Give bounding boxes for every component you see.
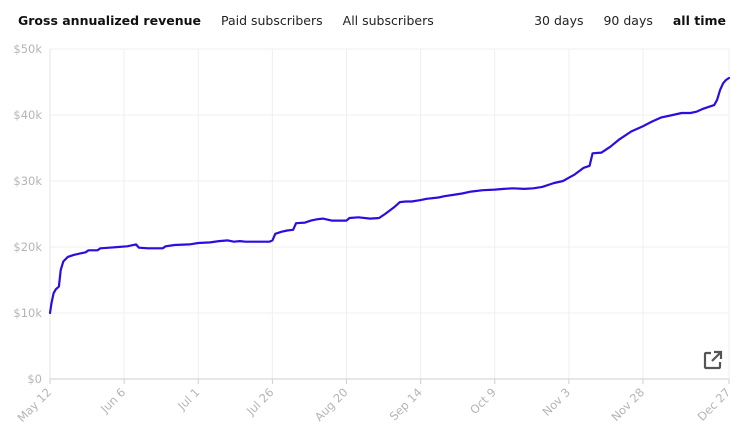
x-tick-label: Dec 27	[695, 385, 734, 424]
y-tick-label: $50k	[13, 42, 42, 56]
x-tick-label: Sep 14	[387, 385, 425, 423]
tab-all-time[interactable]: all time	[672, 13, 726, 28]
tab-90-days[interactable]: 90 days	[603, 13, 653, 28]
x-tick-label: Nov 3	[539, 385, 573, 419]
metric-tabs: Gross annualized revenue Paid subscriber…	[18, 13, 454, 28]
tab-paid-subscribers[interactable]: Paid subscribers	[220, 13, 323, 28]
tab-gross-annualized-revenue[interactable]: Gross annualized revenue	[18, 13, 201, 28]
y-tick-label: $20k	[13, 240, 42, 254]
tab-30-days[interactable]: 30 days	[534, 13, 584, 28]
tick-labels: $0 $10k $20k $30k $40k $50k May 12 Jun 6 Jul 1 Ju…	[13, 42, 733, 425]
range-tabs: 30 days 90 days all time	[514, 13, 726, 28]
y-tick-label: $30k	[13, 174, 42, 188]
x-tick-label: Jul 1	[174, 385, 202, 413]
x-tick-label: Aug 20	[312, 385, 351, 424]
grid-lines	[49, 48, 730, 379]
axes	[49, 49, 730, 384]
x-tick-label: May 12	[14, 385, 54, 425]
y-tick-label: $0	[27, 372, 42, 386]
series-lines	[48, 76, 731, 315]
x-tick-label: Jul 26	[243, 385, 276, 418]
tab-all-subscribers[interactable]: All subscribers	[342, 13, 434, 28]
external-link-icon[interactable]	[702, 349, 724, 371]
x-tick-label: Nov 28	[608, 385, 647, 424]
y-tick-label: $10k	[13, 306, 42, 320]
y-tick-label: $40k	[13, 108, 42, 122]
x-tick-label: Jun 6	[97, 385, 128, 416]
x-tick-label: Oct 9	[467, 385, 499, 417]
revenue-series-line	[48, 76, 731, 315]
